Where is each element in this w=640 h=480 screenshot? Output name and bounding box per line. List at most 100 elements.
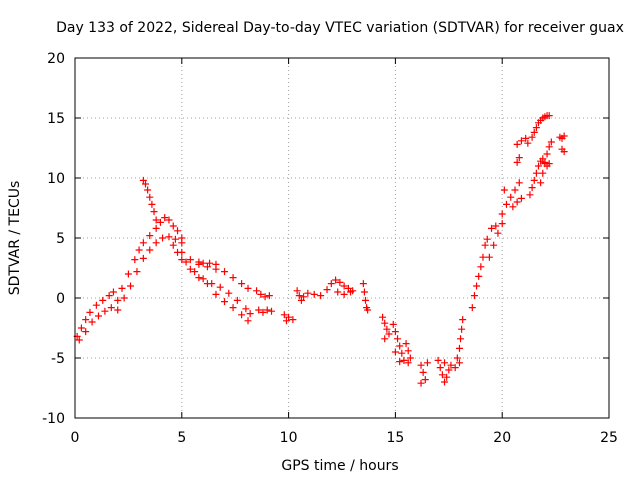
data-point [560, 132, 568, 140]
x-axis-label: GPS time / hours [281, 458, 398, 474]
series-track-m [379, 313, 393, 343]
data-point [244, 284, 252, 292]
data-point [443, 373, 451, 381]
data-point [530, 176, 538, 184]
data-point [107, 304, 115, 312]
data-point [517, 137, 525, 145]
data-point [498, 220, 506, 228]
data-point [186, 265, 194, 273]
data-point [340, 290, 348, 298]
data-point [178, 239, 186, 247]
data-point [383, 325, 391, 333]
data-point [261, 293, 269, 301]
data-point [532, 124, 540, 132]
series-track-t [485, 220, 506, 261]
data-point [146, 232, 154, 240]
series-track-r [451, 316, 467, 372]
data-point [515, 179, 523, 187]
data-point [148, 200, 156, 208]
data-point [152, 239, 160, 247]
data-point [285, 313, 293, 321]
grid-lines [75, 58, 609, 418]
data-point [543, 150, 551, 158]
x-tick-label: 25 [600, 430, 618, 446]
data-point [165, 216, 173, 224]
series-track-g [195, 258, 220, 268]
data-point [509, 203, 517, 211]
data-point [391, 348, 399, 356]
data-point [212, 290, 220, 298]
data-point [344, 284, 352, 292]
data-point [77, 324, 85, 332]
data-point [255, 306, 263, 314]
data-point [530, 128, 538, 136]
data-point [282, 317, 290, 325]
data-point [92, 301, 100, 309]
data-point [186, 256, 194, 264]
data-point [86, 308, 94, 316]
data-point [259, 308, 267, 316]
data-point [152, 216, 160, 224]
data-point [417, 379, 425, 387]
data-point [445, 366, 453, 374]
data-point [242, 305, 250, 313]
data-point [541, 160, 549, 168]
series-track-f [178, 256, 252, 325]
data-point [458, 325, 466, 333]
data-point [135, 246, 143, 254]
plot-frame [74, 57, 610, 419]
data-point [334, 288, 342, 296]
y-axis-label: SDTVAR / TECUs [7, 181, 23, 296]
series-track-y [537, 138, 555, 187]
data-point [82, 328, 90, 336]
data-point [105, 292, 113, 300]
data-point [139, 176, 147, 184]
data-point [101, 307, 109, 315]
data-point [502, 200, 510, 208]
series-track-n [389, 320, 408, 366]
data-point [174, 248, 182, 256]
data-point [229, 304, 237, 312]
data-point [455, 344, 463, 352]
data-point [238, 280, 246, 288]
series-track-b [75, 233, 186, 344]
data-point [402, 340, 410, 348]
data-point [438, 371, 446, 379]
data-point [513, 158, 521, 166]
series-track-v [513, 134, 532, 166]
data-point [532, 169, 540, 177]
x-tick-label: 5 [177, 430, 186, 446]
data-point [203, 263, 211, 271]
data-point [169, 241, 177, 249]
data-point [490, 241, 498, 249]
data-point [221, 268, 229, 276]
data-point [404, 359, 412, 367]
series-track-q [434, 356, 455, 386]
data-point [391, 328, 399, 336]
data-point [141, 180, 149, 188]
y-tick-label: 5 [56, 231, 65, 247]
data-point [528, 184, 536, 192]
data-point [479, 253, 487, 261]
y-tick-labels: -10 -5 0 5 10 15 20 [42, 51, 65, 427]
series-track-w [526, 155, 553, 199]
data-point [195, 258, 203, 266]
y-tick-label: -5 [51, 351, 65, 367]
data-point [88, 318, 96, 326]
data-point [225, 289, 233, 297]
data-point [475, 272, 483, 280]
data-point [400, 356, 408, 364]
data-point [513, 198, 521, 206]
data-point [381, 335, 389, 343]
y-tick-label: 10 [47, 171, 65, 187]
y-tick-label: -10 [42, 411, 65, 427]
data-point [481, 241, 489, 249]
data-point [120, 294, 128, 302]
data-point [99, 296, 107, 304]
data-point [451, 364, 459, 372]
data-point [317, 292, 325, 300]
data-point [434, 356, 442, 364]
series-track-k [310, 276, 357, 300]
data-point [396, 358, 404, 366]
data-point [537, 179, 545, 187]
